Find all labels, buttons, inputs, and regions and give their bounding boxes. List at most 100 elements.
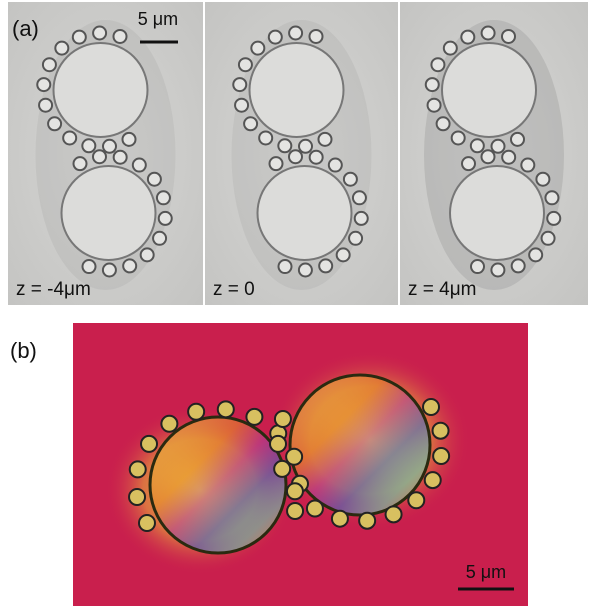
panel-b-image [73, 323, 528, 606]
bead [122, 258, 138, 274]
bead [528, 247, 544, 263]
bead [81, 259, 97, 275]
droplet [248, 42, 345, 138]
bead [490, 138, 506, 154]
bead [128, 460, 147, 479]
bead [285, 447, 304, 466]
bead [351, 190, 367, 206]
microscope-image [8, 2, 203, 305]
bead [435, 116, 451, 132]
bead [348, 230, 364, 246]
bead [243, 116, 259, 132]
bead [269, 434, 288, 453]
bead [277, 259, 293, 275]
microscope-image [400, 2, 588, 305]
bead [62, 130, 78, 146]
bead [422, 398, 441, 416]
bead [277, 138, 293, 154]
bead [546, 210, 562, 226]
bead [501, 149, 517, 165]
bead [318, 258, 334, 274]
bead [258, 130, 274, 146]
bead [232, 77, 248, 93]
droplet [441, 42, 537, 138]
bead [273, 410, 292, 429]
bead [288, 25, 304, 41]
bead [432, 447, 451, 466]
bead [101, 262, 117, 278]
bead [268, 156, 284, 172]
bead [510, 258, 526, 274]
microscope-image [205, 2, 398, 305]
bead [245, 407, 264, 426]
bead [234, 97, 250, 113]
bead [424, 77, 440, 93]
bead [91, 149, 107, 165]
bead [160, 414, 179, 433]
droplet [60, 165, 157, 261]
bead [308, 149, 324, 165]
bead [131, 157, 147, 173]
image-caption: z = 0 [213, 279, 255, 300]
bead [423, 471, 442, 490]
bead [544, 190, 560, 206]
bead [490, 262, 506, 278]
bead [298, 138, 314, 154]
bead [426, 97, 442, 113]
bead [250, 40, 266, 56]
bead [38, 97, 54, 113]
bead [305, 499, 324, 518]
bead [460, 29, 476, 45]
droplet [52, 42, 149, 138]
bead [155, 190, 171, 206]
bead [71, 29, 87, 45]
bead [480, 149, 496, 165]
bead [216, 400, 235, 419]
droplet [449, 165, 545, 261]
bead [335, 247, 351, 263]
bead [36, 77, 52, 93]
bead [112, 149, 128, 165]
image-caption: z = -4μm [16, 279, 91, 300]
bead [327, 157, 343, 173]
image-caption: z = 4μm [408, 279, 477, 300]
bead [407, 491, 426, 510]
bead [510, 131, 525, 147]
bead [267, 29, 283, 45]
bead [128, 488, 147, 507]
bead [139, 247, 155, 263]
bead [285, 482, 304, 501]
bead [237, 57, 253, 73]
bead [461, 156, 476, 172]
bead [157, 210, 173, 226]
scale-bar-label: 5 μm [138, 9, 178, 29]
bead [384, 505, 403, 524]
bead [140, 434, 159, 453]
bead [442, 40, 458, 56]
bead [102, 138, 118, 154]
bead [353, 210, 369, 226]
bead [470, 259, 486, 275]
bead [358, 511, 377, 530]
bead [540, 230, 556, 246]
bead [342, 171, 358, 187]
panel-a: z = -4μm z = 0 z = 4μm [8, 2, 588, 305]
bead [54, 40, 70, 56]
bead [121, 131, 137, 147]
bead [308, 28, 324, 44]
bead [287, 149, 303, 165]
bead [72, 156, 88, 172]
bead [430, 57, 446, 73]
bead [187, 402, 206, 421]
panel-label: (a) [12, 16, 39, 41]
bead [286, 501, 305, 520]
bead [112, 28, 128, 44]
bead [480, 25, 496, 41]
bead [273, 459, 292, 478]
panel-label: (b) [10, 338, 37, 363]
bead [81, 138, 97, 154]
droplet [256, 165, 353, 261]
bead [137, 514, 156, 532]
bead [469, 138, 485, 154]
